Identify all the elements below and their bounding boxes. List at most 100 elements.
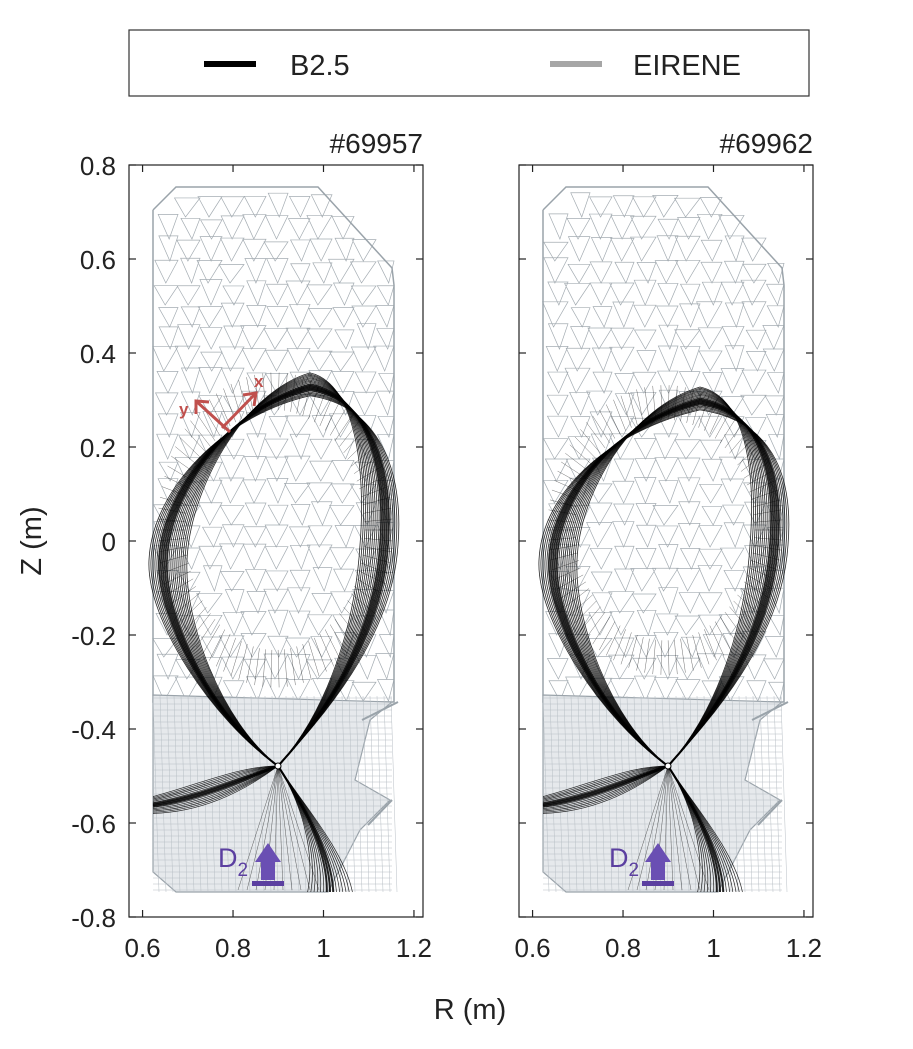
puff-arrow-right bbox=[645, 843, 671, 880]
x-axis-label: R (m) bbox=[434, 994, 506, 1026]
x-tick-label: 1.2 bbox=[786, 933, 822, 963]
b25-inner-leg-line bbox=[542, 765, 669, 811]
b25-inner-leg-line bbox=[542, 765, 669, 812]
b25-flux-surface bbox=[554, 399, 774, 767]
panel-left: #69957 bbox=[128, 128, 424, 918]
shot-label-left: #69957 bbox=[330, 128, 423, 159]
b25-flux-surface bbox=[566, 392, 762, 767]
y-tick-label: 0.8 bbox=[80, 151, 116, 181]
b25-flux-surface bbox=[172, 380, 376, 767]
y-tick-labels: 0.8 0.6 0.4 0.2 0 -0.2 -0.4 -0.6 -0.8 bbox=[71, 151, 116, 933]
legend: B2.5 EIRENE bbox=[128, 29, 810, 97]
b25-core-grid bbox=[148, 372, 400, 767]
y-tick-label: 0.4 bbox=[80, 339, 116, 369]
b25-inner-leg-line bbox=[152, 765, 279, 802]
b25-inner-leg-line bbox=[152, 765, 279, 808]
b25-inner-leg-line bbox=[152, 765, 279, 814]
coord-x-label: x bbox=[254, 372, 264, 391]
coordinate-axes-annotation: x y bbox=[179, 372, 264, 434]
y-tick-label: -0.6 bbox=[71, 809, 116, 839]
puff-base-left bbox=[252, 881, 284, 886]
x-tick-label: 0.8 bbox=[605, 933, 641, 963]
b25-flux-surface bbox=[548, 402, 780, 767]
b25-flux-surface bbox=[568, 391, 760, 767]
shot-label-right: #69962 bbox=[720, 128, 813, 159]
b25-inner-leg-line bbox=[152, 765, 279, 813]
ticks-left bbox=[129, 164, 423, 918]
b25-flux-surface bbox=[148, 395, 400, 767]
coord-y-arrowhead bbox=[194, 399, 210, 414]
x-tick-label: 0.6 bbox=[514, 933, 550, 963]
b25-flux-surface bbox=[170, 382, 378, 767]
b25-private-flux-lines bbox=[237, 765, 320, 891]
gas-puff-left: D2 bbox=[218, 843, 284, 886]
b25-divertor-legs bbox=[152, 765, 353, 893]
b25-flux-surface bbox=[150, 394, 398, 767]
b25-flux-surface bbox=[560, 396, 768, 767]
b25-divertor-legs bbox=[542, 765, 743, 893]
b25-inner-leg-line bbox=[542, 765, 669, 808]
b25-inner-leg-line bbox=[542, 765, 669, 801]
baffle-upper bbox=[751, 701, 789, 721]
b25-flux-surface bbox=[180, 376, 368, 767]
b25-flux-surface bbox=[546, 404, 782, 767]
b25-flux-surface bbox=[152, 392, 396, 767]
y-axis-label: Z (m) bbox=[16, 506, 48, 575]
b25-inner-leg-line bbox=[542, 765, 669, 799]
x-tick-labels: 0.6 0.8 1 1.2 0.6 0.8 1 1.2 bbox=[124, 933, 822, 963]
b25-flux-surface bbox=[154, 391, 394, 767]
b25-flux-surface bbox=[540, 408, 788, 767]
mesh-panel-left bbox=[148, 186, 400, 893]
b25-private-flux-lines bbox=[627, 765, 710, 891]
baffle bbox=[367, 799, 393, 826]
b25-flux-surface bbox=[162, 386, 386, 767]
b25-inner-leg-line bbox=[542, 765, 669, 814]
puff-arrow-left bbox=[255, 843, 281, 880]
b25-flux-surface bbox=[570, 390, 758, 767]
eirene-triangles-upper bbox=[152, 192, 395, 702]
b25-flux-surface bbox=[174, 379, 374, 767]
b25-flux-surface bbox=[168, 383, 380, 767]
b25-inner-leg-line bbox=[542, 765, 669, 813]
b25-inner-leg-line bbox=[542, 765, 669, 808]
b25-inner-leg-line bbox=[152, 765, 279, 800]
b25-radial-lines bbox=[157, 372, 393, 688]
b25-inner-leg-line bbox=[152, 765, 279, 801]
b25-radial-lines bbox=[547, 385, 783, 675]
b25-flux-surface bbox=[556, 398, 772, 767]
b25-inner-leg-line bbox=[152, 765, 279, 809]
b25-inner-leg-line bbox=[152, 765, 279, 799]
y-tick-label: 0 bbox=[102, 527, 116, 557]
y-tick-label: -0.2 bbox=[71, 621, 116, 651]
coord-y-arrow bbox=[194, 399, 232, 434]
legend-label-b25: B2.5 bbox=[290, 50, 350, 82]
panel-right: #69962 bbox=[518, 128, 814, 918]
x-tick-label: 1.2 bbox=[396, 933, 432, 963]
x-point-marker bbox=[664, 762, 672, 770]
b25-flux-surface bbox=[178, 377, 370, 767]
b25-flux-surface bbox=[186, 372, 362, 767]
b25-flux-surface bbox=[562, 394, 766, 767]
mesh-panel-right bbox=[538, 186, 790, 893]
b25-flux-surface bbox=[538, 409, 790, 767]
b25-inner-leg-line bbox=[152, 765, 279, 811]
b25-flux-surface bbox=[572, 388, 756, 767]
b25-flux-surface bbox=[564, 393, 764, 767]
b25-inner-leg-line bbox=[542, 765, 669, 797]
coord-x-arrowhead bbox=[242, 391, 258, 407]
b25-flux-surface bbox=[544, 405, 784, 767]
b25-inner-leg-line bbox=[542, 765, 669, 802]
b25-inner-leg-line bbox=[152, 765, 279, 812]
x-tick-label: 1 bbox=[706, 933, 720, 963]
b25-flux-surface bbox=[574, 387, 754, 767]
b25-inner-leg-line bbox=[152, 765, 279, 808]
b25-flux-surface bbox=[184, 373, 364, 767]
puff-label-right: D2 bbox=[609, 843, 639, 881]
baffle-upper bbox=[361, 701, 399, 721]
ticks-right bbox=[519, 164, 813, 918]
b25-inner-leg-line bbox=[542, 765, 669, 809]
y-tick-label: -0.8 bbox=[71, 903, 116, 933]
y-tick-label: 0.6 bbox=[80, 245, 116, 275]
b25-inner-leg-line bbox=[152, 765, 279, 797]
legend-label-eirene: EIRENE bbox=[633, 50, 741, 82]
